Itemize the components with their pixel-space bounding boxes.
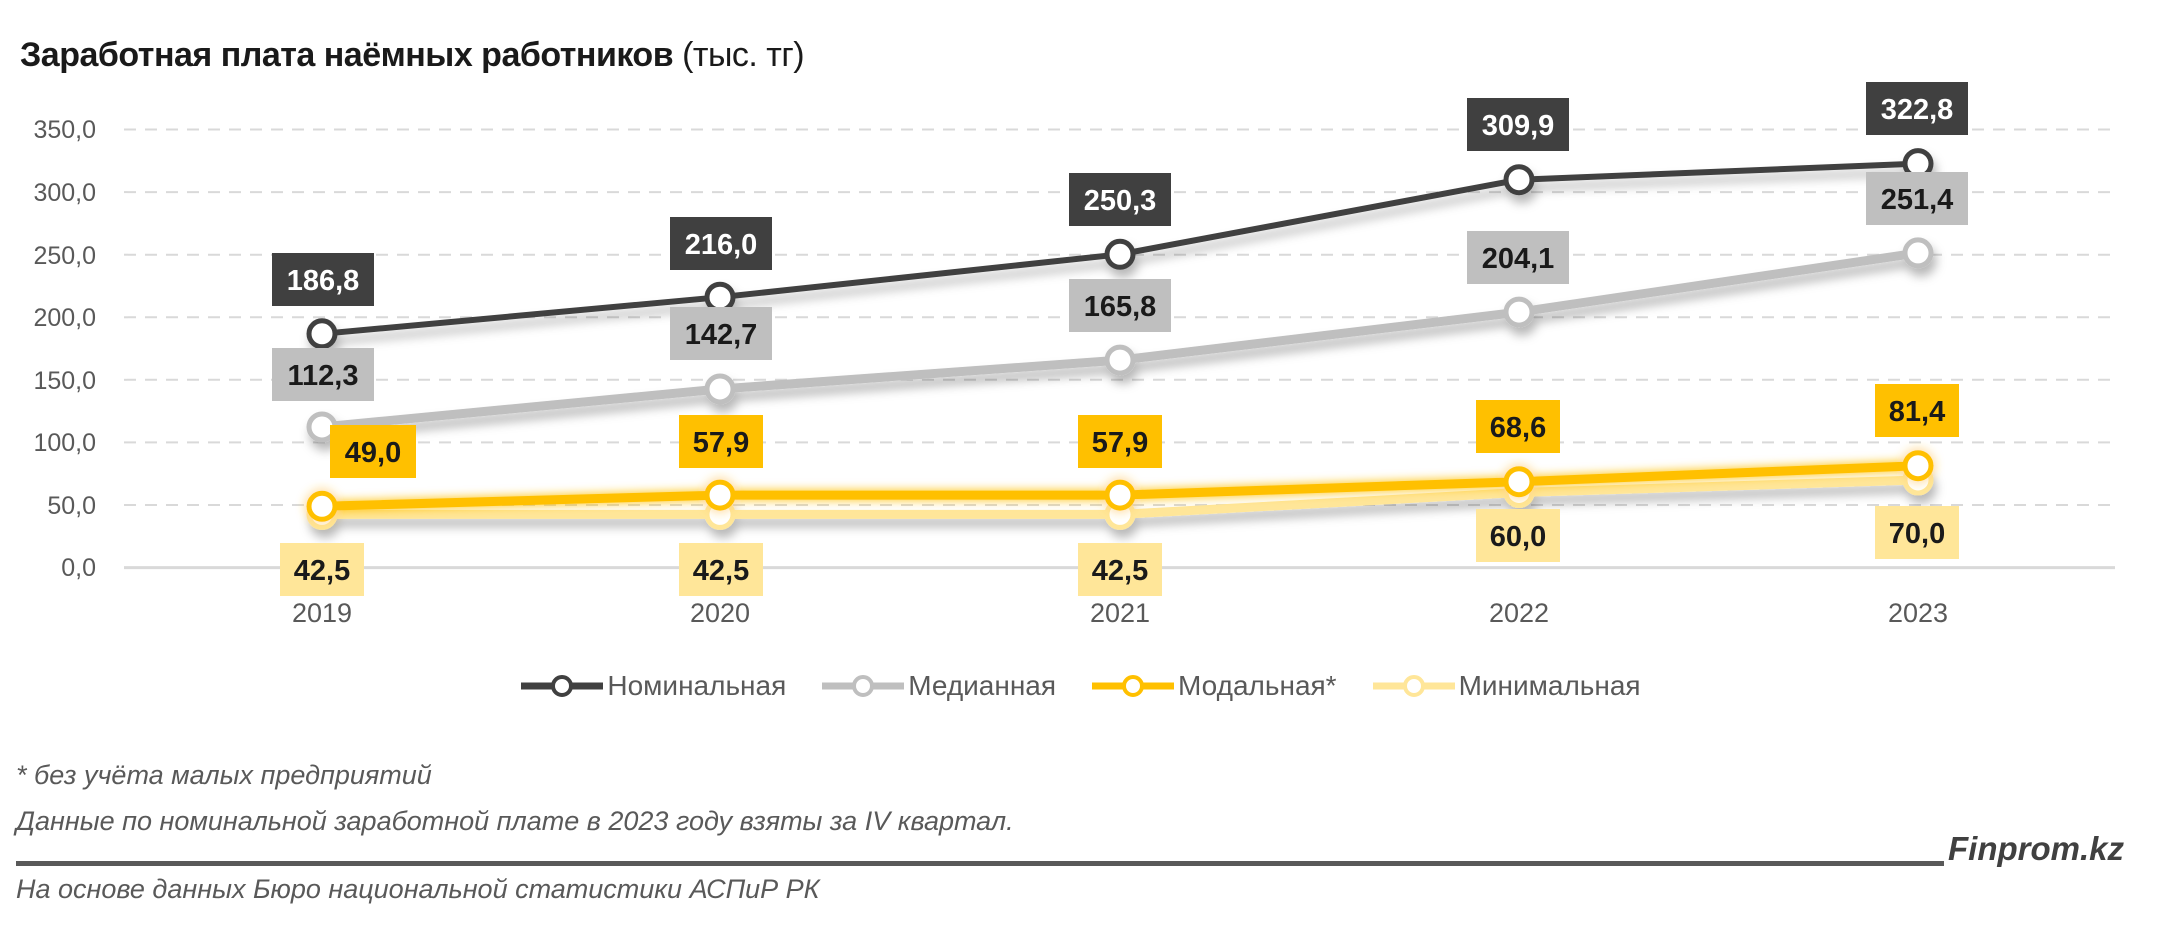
labels-minimum: 42,5 42,5 42,5 60,0 70,0 [280,506,1959,596]
data-label: 250,3 [1084,185,1157,217]
labels-median: 112,3 142,7 165,8 204,1 251,4 [272,172,1968,401]
data-label: 204,1 [1482,243,1555,275]
x-tick: 2020 [690,598,750,628]
labels-modal: 49,0 57,9 57,9 68,6 81,4 [330,384,1959,478]
data-label: 322,8 [1881,94,1954,126]
x-tick: 2022 [1489,598,1549,628]
data-label: 49,0 [345,437,401,469]
y-tick: 200,0 [33,304,96,332]
data-label: 186,8 [287,265,360,297]
labels-nominal: 186,8 216,0 250,3 309,9 322,8 [272,82,1968,306]
x-axis: 2019 2020 2021 2022 2023 [292,598,1948,628]
brand-logo: Finprom.kz [1948,830,2125,867]
data-label: 57,9 [693,427,749,459]
data-label: 165,8 [1084,291,1157,323]
legend-item-median[interactable]: Медианная [820,670,1056,702]
legend-label: Минимальная [1458,670,1641,701]
data-label: 42,5 [693,555,749,587]
x-tick: 2019 [292,598,352,628]
y-tick: 100,0 [33,429,96,457]
legend-item-minimum[interactable]: Минимальная [1371,670,1641,702]
data-label: 142,7 [685,319,758,351]
y-tick: 0,0 [61,554,96,582]
x-tick: 2023 [1888,598,1948,628]
line-chart: 0,0 50,0 100,0 150,0 200,0 250,0 300,0 3… [33,82,2115,628]
footnote-small-enterprises: * без учёта малых предприятий [16,760,432,790]
data-label: 57,9 [1092,427,1148,459]
chart-legend: Номинальная Медианная Модальная* Минимал… [0,670,2160,702]
y-axis: 0,0 50,0 100,0 150,0 200,0 250,0 300,0 3… [33,116,96,582]
chart-title-unit: (тыс. тг) [682,36,805,74]
legend-label: Модальная* [1178,670,1337,701]
legend-marker-icon [521,675,604,697]
data-label: 68,6 [1490,412,1546,444]
data-label: 42,5 [1092,555,1148,587]
series-nominal [306,148,1934,350]
y-tick: 350,0 [33,116,96,144]
legend-marker-icon [1092,675,1175,697]
footnote-nominal-q4: Данные по номинальной заработной плате в… [16,806,1014,836]
y-tick: 150,0 [33,367,96,395]
y-tick: 300,0 [33,179,96,207]
data-label: 251,4 [1881,184,1954,216]
divider [16,861,1944,866]
series-modal [306,450,1934,522]
data-label: 112,3 [288,360,359,392]
chart-title-main: Заработная плата наёмных работников [20,36,674,74]
legend-item-modal[interactable]: Модальная* [1090,670,1337,702]
series-median [306,237,1934,443]
x-tick: 2021 [1090,598,1150,628]
source-note: На основе данных Бюро национальной стати… [16,874,820,904]
legend-item-nominal[interactable]: Номинальная [519,670,786,702]
chart-title: Заработная плата наёмных работников (тыс… [20,36,805,75]
legend-label: Медианная [908,670,1057,701]
data-label: 60,0 [1490,521,1546,553]
data-label: 81,4 [1889,396,1945,428]
data-label: 42,5 [294,555,350,587]
data-label: 70,0 [1889,518,1945,550]
data-label: 216,0 [685,229,758,261]
legend-label: Номинальная [607,670,787,701]
legend-marker-icon [1372,675,1455,697]
y-tick: 250,0 [33,242,96,270]
legend-marker-icon [822,675,905,697]
y-tick: 50,0 [47,492,96,520]
data-label: 309,9 [1482,110,1555,142]
